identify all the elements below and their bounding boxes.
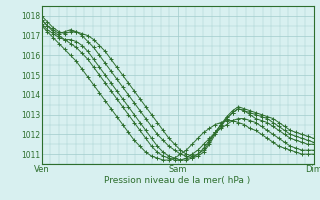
- X-axis label: Pression niveau de la mer( hPa ): Pression niveau de la mer( hPa ): [104, 176, 251, 185]
